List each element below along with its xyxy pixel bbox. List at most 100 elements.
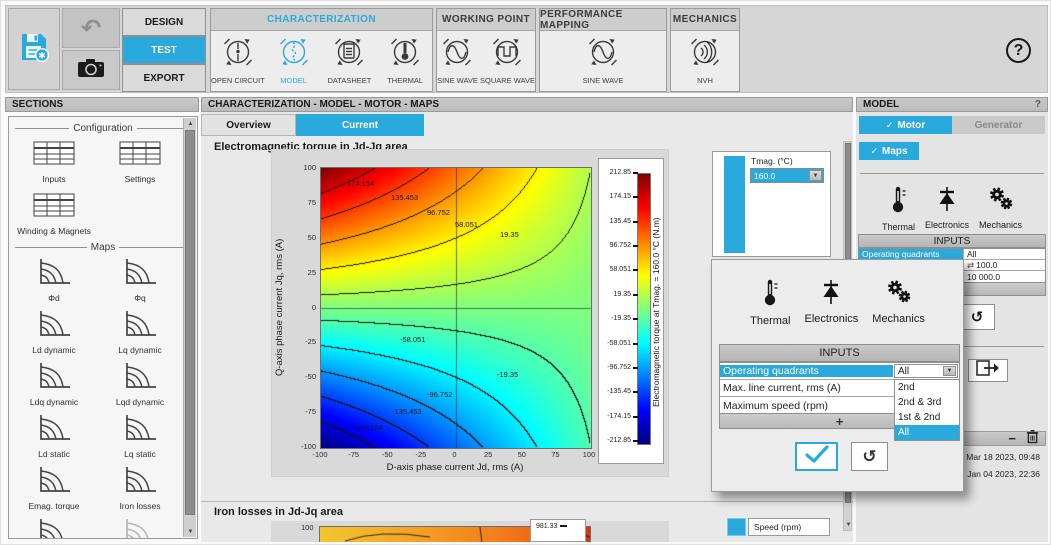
sidebar-item-emag-torque[interactable]: Emag. torque: [11, 465, 97, 511]
ribbon-item-label: SINE WAVE: [437, 76, 478, 85]
collapse-button[interactable]: −: [1008, 430, 1016, 446]
dropdown-option[interactable]: 1st & 2nd: [898, 412, 941, 423]
sections-scrollbar[interactable]: ▲ ▼: [183, 118, 196, 537]
export-button[interactable]: [968, 359, 1008, 382]
mode-button-design[interactable]: DESIGN: [122, 8, 206, 36]
mode-button-export[interactable]: EXPORT: [122, 64, 206, 92]
tmag-label: Tmag. (°C): [751, 156, 793, 166]
sidebar-item-lq-static[interactable]: Lq static: [97, 413, 183, 459]
ribbon-item-open-circuit[interactable]: OPEN CIRCUIT: [211, 34, 265, 85]
trash-icon[interactable]: [1026, 429, 1039, 449]
dialog-apply-button[interactable]: [795, 442, 838, 471]
domain-label: Thermal: [881, 222, 915, 232]
colorbar-tick-mark: [633, 342, 638, 345]
y-axis-tick: -50: [305, 372, 316, 382]
help-button[interactable]: ?: [1006, 38, 1031, 63]
ribbon-item-label: SINE WAVE: [582, 76, 624, 85]
sections-panel: SECTIONS Configuration Inputs Settings W…: [5, 97, 199, 542]
x-axis-tick: 100: [582, 450, 596, 459]
maps-button[interactable]: ✓ Maps: [859, 142, 919, 160]
sidebar-item-lqd-dynamic[interactable]: Lqd dynamic: [97, 361, 183, 407]
sidebar-item-lq-dynamic[interactable]: Lq dynamic: [97, 309, 183, 355]
main-tabs: Overview Current: [201, 114, 853, 136]
sidebar-item-φd[interactable]: Φd: [11, 257, 97, 303]
iron-colorbar: 981.33: [530, 519, 586, 542]
model-help-icon[interactable]: ?: [1034, 99, 1041, 110]
chevron-down-icon[interactable]: ▼: [943, 366, 956, 376]
colorbar-tick: 58.051: [609, 266, 631, 274]
ribbon-item-datasheet[interactable]: DATASHEET: [323, 34, 377, 85]
dropdown-option[interactable]: 2nd & 3rd: [898, 397, 942, 408]
tmag-dropdown[interactable]: 160.0 ▼: [750, 168, 824, 183]
mode-button-test[interactable]: TEST: [122, 36, 206, 64]
thermal-icon: [387, 34, 423, 75]
y-axis-tick: -25: [305, 337, 316, 347]
history-entry[interactable]: Mar 18 2023, 09:48: [966, 452, 1040, 462]
iron-heatmap-canvas: [319, 526, 591, 542]
speed-selector[interactable]: Speed (rpm): [748, 518, 830, 536]
screenshot-button[interactable]: [62, 50, 120, 90]
domain-electronics[interactable]: Electronics: [925, 185, 969, 232]
ribbon-item-nvh[interactable]: NVH: [671, 34, 739, 85]
sidebar-item-settings[interactable]: Settings: [97, 138, 183, 184]
iron-section-title: Iron losses in Jd-Jq area: [214, 506, 343, 518]
colorbar-tick-mark: [633, 293, 638, 296]
domain-thermal[interactable]: Thermal: [750, 278, 790, 327]
scroll-up-icon[interactable]: ▲: [187, 120, 194, 127]
ribbon-item-thermal[interactable]: THERMAL: [378, 34, 432, 85]
x-axis-tick: 25: [483, 450, 493, 459]
scrollbar-thumb[interactable]: [185, 130, 195, 515]
sidebar-item-power-elec-losses: Power elec. losses: [97, 517, 183, 538]
scroll-down-icon[interactable]: ▼: [187, 528, 194, 535]
ribbon-group-body: SINE WAVE SQUARE WAVE: [437, 31, 535, 85]
reset-button[interactable]: ↺: [959, 304, 995, 330]
camera-icon: [76, 56, 106, 85]
domain-mechanics[interactable]: Mechanics: [872, 278, 925, 327]
ribbon-item-square-wave[interactable]: SQUARE WAVE: [480, 34, 535, 85]
domain-mechanics[interactable]: Mechanics: [979, 185, 1022, 232]
colorbar-tick-mark: [633, 318, 638, 321]
sidebar-group-label: Maps: [15, 242, 191, 253]
operating-quadrants-dropdown[interactable]: All ▼: [894, 364, 958, 378]
tab-motor[interactable]: ✓ Motor: [859, 116, 952, 134]
colorbar-tick: -96.752: [607, 363, 631, 371]
dialog-reset-button[interactable]: ↺: [851, 442, 888, 471]
tmag-selector-box: Tmag. (°C) 160.0 ▼: [712, 151, 831, 257]
domain-electronics[interactable]: Electronics: [804, 278, 858, 327]
colorbar-tick: -135.45: [607, 388, 631, 396]
ribbon-item-sine-wave[interactable]: SINE WAVE: [437, 34, 478, 85]
sidebar-item-label: Φq: [134, 293, 146, 303]
model-icon: [276, 34, 312, 75]
torque-heatmap-canvas: [320, 167, 592, 449]
sidebar-item-ld-static[interactable]: Ld static: [11, 413, 97, 459]
map-curve-icon: [121, 517, 159, 538]
scroll-down-icon[interactable]: ▼: [845, 521, 852, 528]
undo-button[interactable]: ↶: [62, 8, 120, 48]
domain-thermal[interactable]: Thermal: [882, 185, 915, 232]
sidebar-item-winding-magnets[interactable]: Winding & Magnets: [11, 190, 97, 236]
tab-current[interactable]: Current: [296, 114, 424, 136]
sidebar-item-φq[interactable]: Φq: [97, 257, 183, 303]
sidebar-item-inputs[interactable]: Inputs: [11, 138, 97, 184]
input-row-label: Max. line current, rms (A): [723, 382, 841, 394]
save-button[interactable]: ✱: [8, 8, 60, 90]
input-row-value: 10 000.0: [963, 271, 1045, 282]
colorbar-tick: 212.85: [609, 169, 631, 176]
sidebar-item-ld-dynamic[interactable]: Ld dynamic: [11, 309, 97, 355]
check-icon: ✓: [870, 145, 878, 156]
ribbon-group-title: WORKING POINT: [437, 9, 535, 31]
sidebar-item-iron-losses[interactable]: Iron losses: [97, 465, 183, 511]
sidebar-item-ldq-dynamic[interactable]: Ldq dynamic: [11, 361, 97, 407]
chevron-down-icon[interactable]: ▼: [809, 170, 822, 181]
reset-icon: ↺: [970, 309, 984, 326]
sidebar-item-joule-losses[interactable]: Joule losses: [11, 517, 97, 538]
tab-generator[interactable]: Generator: [952, 116, 1045, 134]
tab-overview[interactable]: Overview: [201, 114, 296, 136]
linked-value-icon: ⇄: [967, 259, 975, 270]
history-entry[interactable]: Jan 04 2023, 22:36: [967, 469, 1040, 479]
ribbon-item-sine-wave[interactable]: SINE WAVE: [568, 34, 638, 85]
dropdown-option[interactable]: All: [895, 425, 959, 440]
contour-label: -19.35: [497, 370, 519, 379]
dropdown-option[interactable]: 2nd: [898, 382, 915, 393]
ribbon-item-model[interactable]: MODEL: [267, 34, 321, 85]
